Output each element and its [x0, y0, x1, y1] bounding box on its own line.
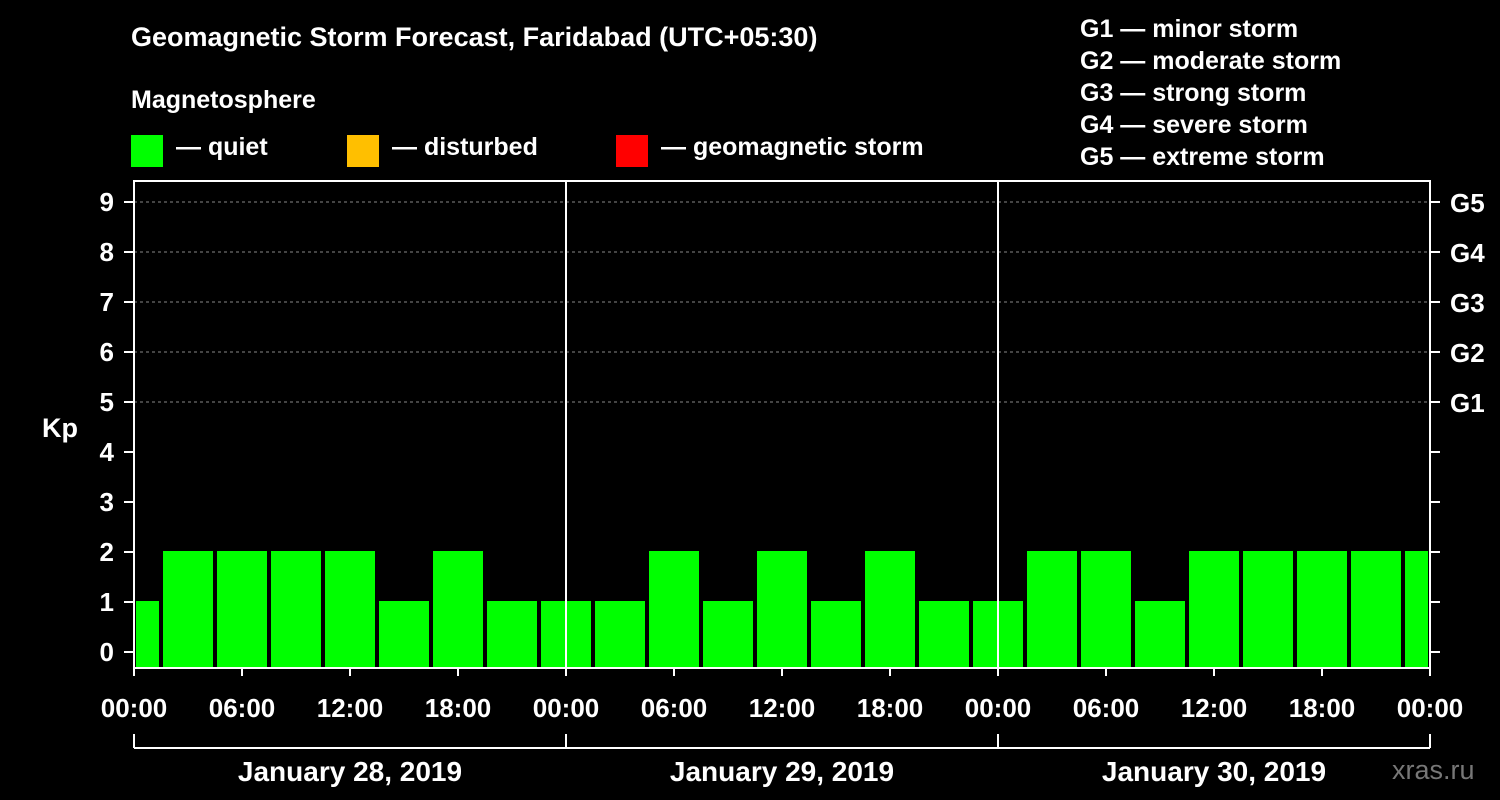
g-axis-label: G2: [1450, 338, 1485, 368]
g-scale-g3: G3 — strong storm: [1080, 79, 1307, 107]
g-scale-g2: G2 — moderate storm: [1080, 47, 1342, 75]
y-tick-label: 3: [100, 487, 114, 517]
kp-bar: [163, 551, 213, 668]
kp-bar: [919, 601, 969, 668]
kp-bar: [757, 551, 807, 668]
x-tick-label: 06:00: [641, 693, 708, 723]
y-tick-label: 5: [100, 387, 114, 417]
y-tick-label: 2: [100, 537, 114, 567]
kp-bar: [136, 601, 159, 668]
day-label: January 29, 2019: [670, 756, 894, 787]
kp-bar: [1027, 551, 1077, 668]
legend-swatch-quiet: [131, 135, 163, 167]
kp-bar: [433, 551, 483, 668]
magnetosphere-heading: Magnetosphere: [131, 86, 316, 114]
kp-bar: [1189, 551, 1239, 668]
x-tick-label: 12:00: [749, 693, 816, 723]
x-tick-label: 18:00: [857, 693, 924, 723]
legend-label-storm: — geomagnetic storm: [661, 133, 924, 161]
kp-bar: [865, 551, 915, 668]
kp-bar: [1405, 551, 1428, 668]
x-tick-label: 18:00: [1289, 693, 1356, 723]
kp-bar: [217, 551, 267, 668]
g-axis-label: G5: [1450, 188, 1485, 218]
x-tick-label: 00:00: [965, 693, 1032, 723]
g-scale-g5: G5 — extreme storm: [1080, 143, 1325, 171]
g-axis-label: G1: [1450, 388, 1485, 418]
legend-label-disturbed: — disturbed: [392, 133, 538, 161]
kp-bar: [325, 551, 375, 668]
x-tick-label: 00:00: [1397, 693, 1464, 723]
y-tick-label: 0: [100, 637, 114, 667]
x-tick-label: 06:00: [1073, 693, 1140, 723]
g-axis-label: G4: [1450, 238, 1485, 268]
kp-bar: [703, 601, 753, 668]
chart-title: Geomagnetic Storm Forecast, Faridabad (U…: [131, 22, 818, 52]
y-tick-label: 7: [100, 287, 114, 317]
g-scale-g4: G4 — severe storm: [1080, 111, 1308, 139]
kp-bar: [649, 551, 699, 668]
day-label: January 30, 2019: [1102, 756, 1326, 787]
kp-bar: [811, 601, 861, 668]
y-tick-label: 9: [100, 187, 114, 217]
y-tick-label: 8: [100, 237, 114, 267]
kp-bar: [1135, 601, 1185, 668]
y-tick-label: 6: [100, 337, 114, 367]
kp-bar: [1351, 551, 1401, 668]
kp-bar: [1081, 551, 1131, 668]
kp-bar: [379, 601, 429, 668]
x-tick-label: 00:00: [533, 693, 600, 723]
kp-bar: [487, 601, 537, 668]
x-tick-label: 00:00: [101, 693, 168, 723]
y-axis-label: Kp: [42, 413, 78, 443]
g-scale-g1: G1 — minor storm: [1080, 15, 1299, 43]
kp-bar: [1243, 551, 1293, 668]
y-tick-label: 4: [100, 437, 115, 467]
g-axis-label: G3: [1450, 288, 1485, 318]
x-tick-label: 12:00: [317, 693, 384, 723]
y-tick-label: 1: [100, 587, 114, 617]
legend-label-quiet: — quiet: [176, 133, 268, 161]
x-tick-label: 18:00: [425, 693, 492, 723]
x-tick-label: 12:00: [1181, 693, 1248, 723]
legend-swatch-storm: [616, 135, 648, 167]
kp-bar: [271, 551, 321, 668]
x-tick-label: 06:00: [209, 693, 276, 723]
day-label: January 28, 2019: [238, 756, 462, 787]
kp-bar: [595, 601, 645, 668]
watermark: xras.ru: [1392, 755, 1475, 785]
kp-bar: [1297, 551, 1347, 668]
legend-swatch-disturbed: [347, 135, 379, 167]
